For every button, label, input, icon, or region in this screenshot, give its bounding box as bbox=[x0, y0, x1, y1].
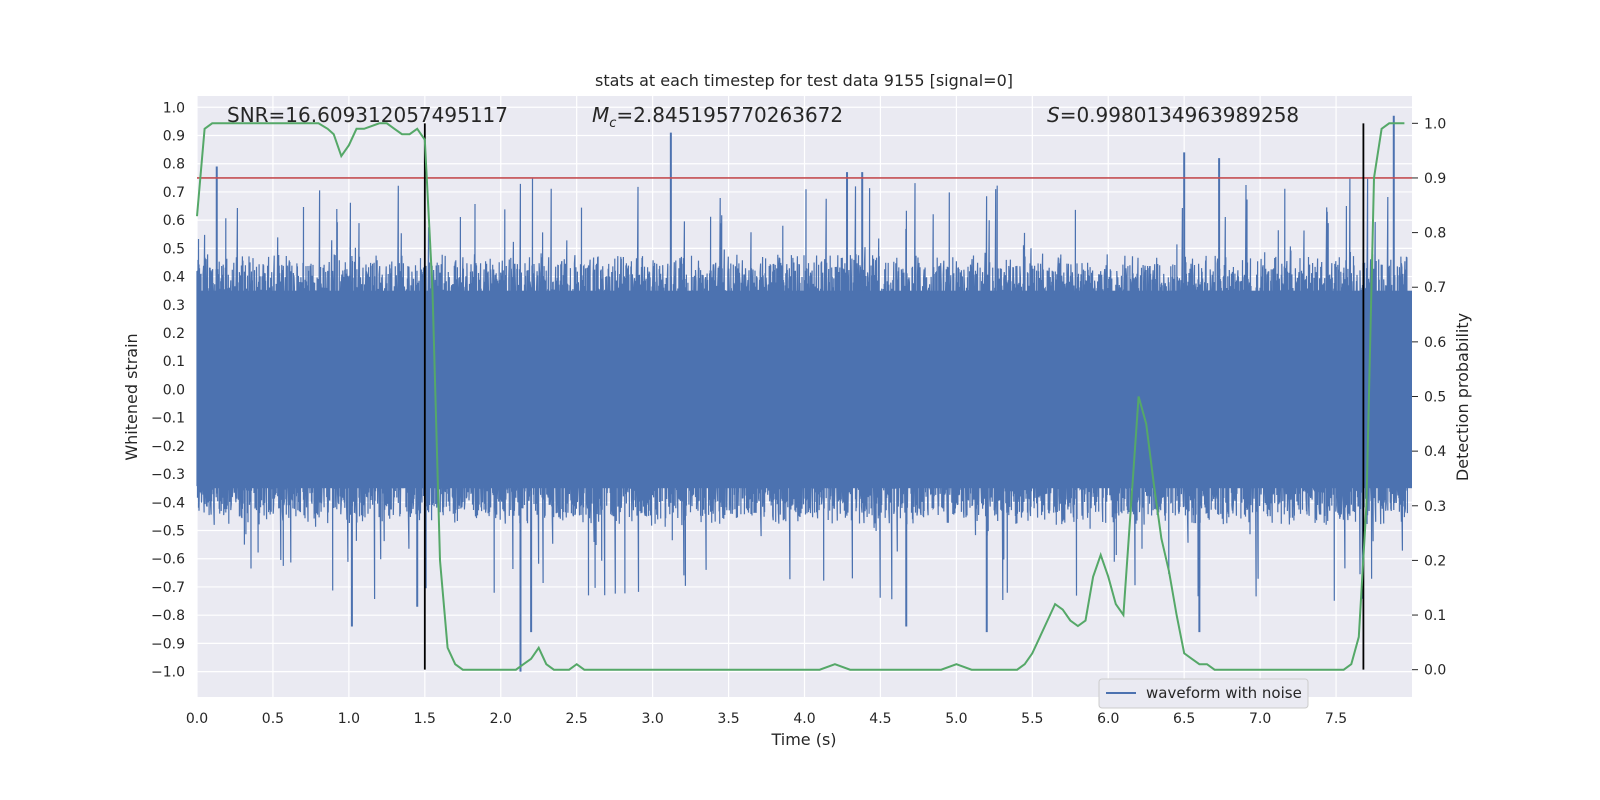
y-axis-label-right: Detection probability bbox=[1453, 313, 1472, 481]
noise-series bbox=[196, 115, 1412, 672]
mc-value: =2.845195770263672 bbox=[616, 103, 843, 127]
x-axis-label: Time (s) bbox=[770, 730, 836, 749]
y-left-tick-label: −0.7 bbox=[151, 580, 185, 596]
mc-subscript: c bbox=[609, 116, 616, 131]
x-tick-label: 3.0 bbox=[641, 711, 663, 727]
y-left-tick-label: 0.5 bbox=[163, 241, 185, 257]
y-left-tick-label: 0.9 bbox=[163, 129, 185, 145]
y-left-tick-label: 0.0 bbox=[163, 382, 185, 398]
x-tick-label: 2.0 bbox=[490, 711, 512, 727]
y-left-tick-label: 0.7 bbox=[163, 185, 185, 201]
y-left-tick-label: −0.8 bbox=[151, 608, 185, 624]
y-left-tick-label: −0.9 bbox=[151, 636, 185, 652]
y-left-tick-label: 0.3 bbox=[163, 298, 185, 314]
s-value: =0.9980134963989258 bbox=[1060, 103, 1299, 127]
y-right-tick-label: 0.2 bbox=[1424, 553, 1446, 569]
y-right-tick-label: 0.1 bbox=[1424, 608, 1446, 624]
y-left-tick-label: 0.2 bbox=[163, 326, 185, 342]
x-tick-label: 5.5 bbox=[1021, 711, 1043, 727]
detection-probability-line bbox=[196, 122, 1405, 671]
y-left-tick-label: −0.1 bbox=[151, 411, 185, 427]
axes: 0.0 0.5 1.0 1.5 2.0 2.5 3.0 3.5 4.0 4.5 5.0 5.5 6.0 6… bbox=[151, 100, 1446, 727]
x-tick-label: 4.0 bbox=[793, 711, 815, 727]
x-tick-label: 0.5 bbox=[262, 711, 284, 727]
y-right-tick-label: 0.3 bbox=[1424, 499, 1446, 515]
y-left-tick-label: −0.4 bbox=[151, 495, 185, 511]
y-right-tick-label: 1.0 bbox=[1424, 116, 1446, 132]
y-right-tick-label: 0.6 bbox=[1424, 335, 1446, 351]
mc-symbol: M bbox=[592, 103, 609, 127]
y-axis-label-left: Whitened strain bbox=[122, 333, 141, 460]
y-left-tick-label: 0.1 bbox=[163, 354, 185, 370]
snr-annotation: SNR=16.609312057495117 bbox=[227, 103, 508, 127]
legend: waveform with noise bbox=[1098, 678, 1309, 709]
legend-label: waveform with noise bbox=[1146, 684, 1302, 702]
y-left-tick-label: −0.3 bbox=[151, 467, 185, 483]
y-right-tick-label: 0.0 bbox=[1424, 663, 1446, 679]
x-tick-label: 2.5 bbox=[566, 711, 588, 727]
y-left-tick-label: −0.2 bbox=[151, 439, 185, 455]
y-right-tick-label: 0.9 bbox=[1424, 171, 1446, 187]
y-left-tick-label: −0.6 bbox=[151, 552, 185, 568]
y-right-tick-label: 0.4 bbox=[1424, 444, 1446, 460]
x-tick-label: 5.0 bbox=[945, 711, 967, 727]
y-left-tick-label: 0.6 bbox=[163, 213, 185, 229]
x-tick-label: 3.5 bbox=[717, 711, 739, 727]
y-left-tick-label: 1.0 bbox=[163, 100, 185, 116]
x-tick-label: 7.0 bbox=[1249, 711, 1271, 727]
chart-title: stats at each timestep for test data 915… bbox=[595, 71, 1013, 90]
x-tick-label: 1.5 bbox=[414, 711, 436, 727]
waveform-core-band bbox=[197, 290, 1412, 489]
y-right-tick-label: 0.5 bbox=[1424, 390, 1446, 406]
overlay-layer bbox=[196, 122, 1412, 671]
y-right-tick-label: 0.8 bbox=[1424, 226, 1446, 242]
y-left-tick-label: 0.4 bbox=[163, 270, 185, 286]
y-right-tick-label: 0.7 bbox=[1424, 280, 1446, 296]
legend-box bbox=[1098, 678, 1309, 709]
x-tick-label: 7.5 bbox=[1325, 711, 1347, 727]
y-left-tick-label: 0.8 bbox=[163, 157, 185, 173]
score-annotation: S=0.9980134963989258 bbox=[1047, 103, 1299, 127]
chirp-mass-annotation: Mc=2.845195770263672 bbox=[592, 103, 843, 131]
y-left-tick-label: −1.0 bbox=[151, 665, 185, 681]
x-tick-label: 6.0 bbox=[1097, 711, 1119, 727]
x-tick-label: 4.5 bbox=[869, 711, 891, 727]
y-left-tick-label: −0.5 bbox=[151, 524, 185, 540]
s-symbol: S bbox=[1047, 103, 1060, 127]
x-tick-label: 0.0 bbox=[186, 711, 208, 727]
x-tick-label: 1.0 bbox=[338, 711, 360, 727]
x-tick-label: 6.5 bbox=[1173, 711, 1195, 727]
